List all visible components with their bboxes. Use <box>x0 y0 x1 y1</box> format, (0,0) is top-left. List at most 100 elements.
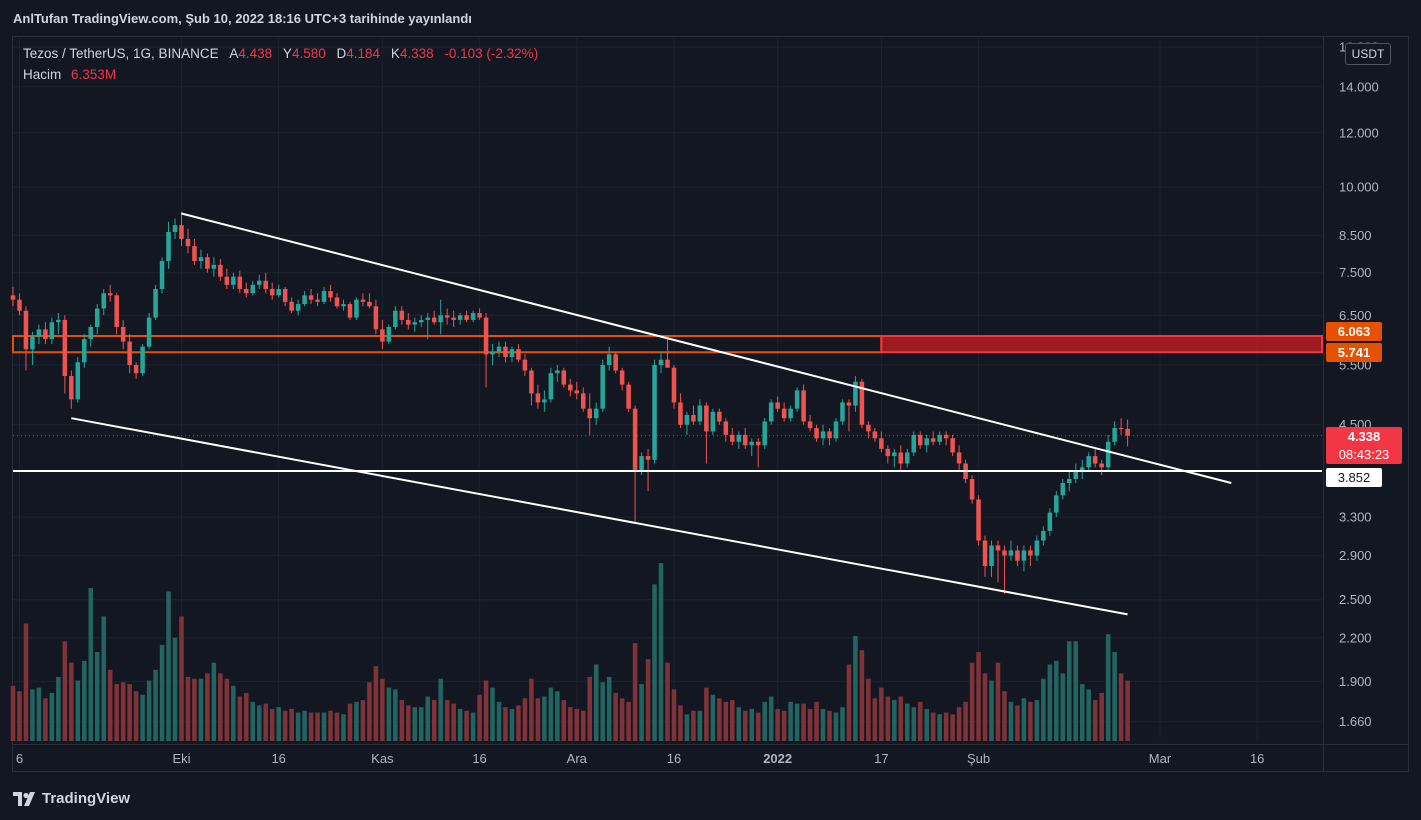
candle-9 <box>69 370 74 409</box>
candle-body <box>885 448 891 457</box>
volume-bar-25 <box>172 637 178 741</box>
volume-bar-83 <box>548 687 554 741</box>
candle-55 <box>367 293 372 309</box>
volume-bar-169 <box>1105 634 1111 741</box>
volume-bar-153 <box>1002 691 1007 741</box>
candle-body <box>62 319 68 377</box>
candle-body <box>263 280 268 290</box>
candle-body <box>1067 479 1072 484</box>
candle-body <box>542 399 547 403</box>
volume-bar-160 <box>1047 664 1053 741</box>
candle-body <box>1112 428 1117 442</box>
volume-bar-111 <box>730 700 735 741</box>
candle-body <box>691 414 696 422</box>
candle-body <box>866 424 871 432</box>
candle-49 <box>328 284 333 302</box>
candle-body <box>334 297 340 307</box>
candle-body <box>470 313 476 320</box>
volume-bar-1 <box>17 691 22 741</box>
candle-body <box>282 289 288 302</box>
chart-frame[interactable] <box>12 36 1409 772</box>
candle-146 <box>956 445 962 472</box>
volume-bar-63 <box>418 707 424 741</box>
volume-bar-161 <box>1054 660 1059 741</box>
candle-body <box>833 421 839 439</box>
volume-bar-43 <box>289 708 294 741</box>
candle-11 <box>82 334 87 368</box>
candle-body <box>730 434 735 442</box>
volume-bar-62 <box>412 707 418 741</box>
candle-118 <box>775 396 780 412</box>
candle-body <box>1060 483 1066 496</box>
candle-body <box>490 351 495 355</box>
time-tick-4: 16 <box>472 751 486 766</box>
candle-33 <box>224 268 230 290</box>
volume-bar-170 <box>1112 652 1117 741</box>
candle-145 <box>950 434 955 457</box>
candle-103 <box>678 393 683 429</box>
support-label: 3.852 <box>1326 468 1382 487</box>
volume-bar-37 <box>250 701 256 741</box>
candle-body <box>775 402 780 409</box>
candle-body <box>788 408 793 419</box>
time-tick-11: 16 <box>1250 751 1264 766</box>
volume-bar-29 <box>198 678 204 741</box>
volume-bar-2 <box>23 623 29 741</box>
candle-139 <box>911 431 917 457</box>
candle-body <box>742 434 748 446</box>
volume-bar-73 <box>483 680 489 741</box>
candle-63 <box>418 315 424 327</box>
currency-button[interactable]: USDT <box>1345 43 1391 65</box>
candle-50 <box>334 293 340 309</box>
candle-39 <box>263 272 268 294</box>
volume-bar-117 <box>768 696 774 741</box>
volume-bar-5 <box>43 698 48 741</box>
last-price-label: 4.338 <box>1326 427 1402 446</box>
volume-bar-148 <box>969 662 975 741</box>
candle-69 <box>457 313 463 325</box>
candle-body <box>82 339 87 363</box>
candle-0 <box>10 286 16 307</box>
candle-body <box>341 304 346 307</box>
candle-171 <box>1118 418 1124 435</box>
candle-body <box>386 326 392 342</box>
volume-bar-90 <box>593 664 599 741</box>
candle-70 <box>464 310 469 323</box>
candle-31 <box>211 257 217 277</box>
volume-bar-92 <box>606 676 612 741</box>
candle-body <box>172 225 178 232</box>
candle-body <box>781 408 787 419</box>
volume-bar-102 <box>671 689 677 741</box>
volume-bar-147 <box>963 701 968 741</box>
volume-bar-14 <box>101 616 106 741</box>
candle-107 <box>704 402 709 464</box>
candle-116 <box>762 418 767 449</box>
candle-body <box>328 291 333 298</box>
candle-89 <box>587 393 593 435</box>
candle-129 <box>846 399 852 432</box>
volume-bar-38 <box>256 705 262 741</box>
candle-61 <box>406 313 411 330</box>
candle-body <box>645 456 651 460</box>
volume-bar-86 <box>568 707 573 741</box>
close-value: 4.338 <box>399 46 434 61</box>
volume-bar-42 <box>282 710 288 741</box>
candle-106 <box>697 399 703 425</box>
candle-body <box>937 434 942 442</box>
candle-body <box>872 431 878 439</box>
candle-131 <box>859 378 865 429</box>
candle-body <box>846 402 852 406</box>
candle-body <box>373 306 379 330</box>
candle-body <box>574 390 580 394</box>
candle-68 <box>451 310 456 327</box>
candle-99 <box>652 359 657 464</box>
symbol-title[interactable]: Tezos / TetherUS, 1G, BINANCE <box>23 46 219 61</box>
volume-label[interactable]: Hacim <box>23 67 62 82</box>
candle-96 <box>632 405 638 522</box>
candle-body <box>665 359 670 368</box>
candle-115 <box>755 438 761 468</box>
volume-bar-87 <box>574 708 580 741</box>
volume-bar-57 <box>380 678 385 741</box>
candle-body <box>613 354 618 371</box>
